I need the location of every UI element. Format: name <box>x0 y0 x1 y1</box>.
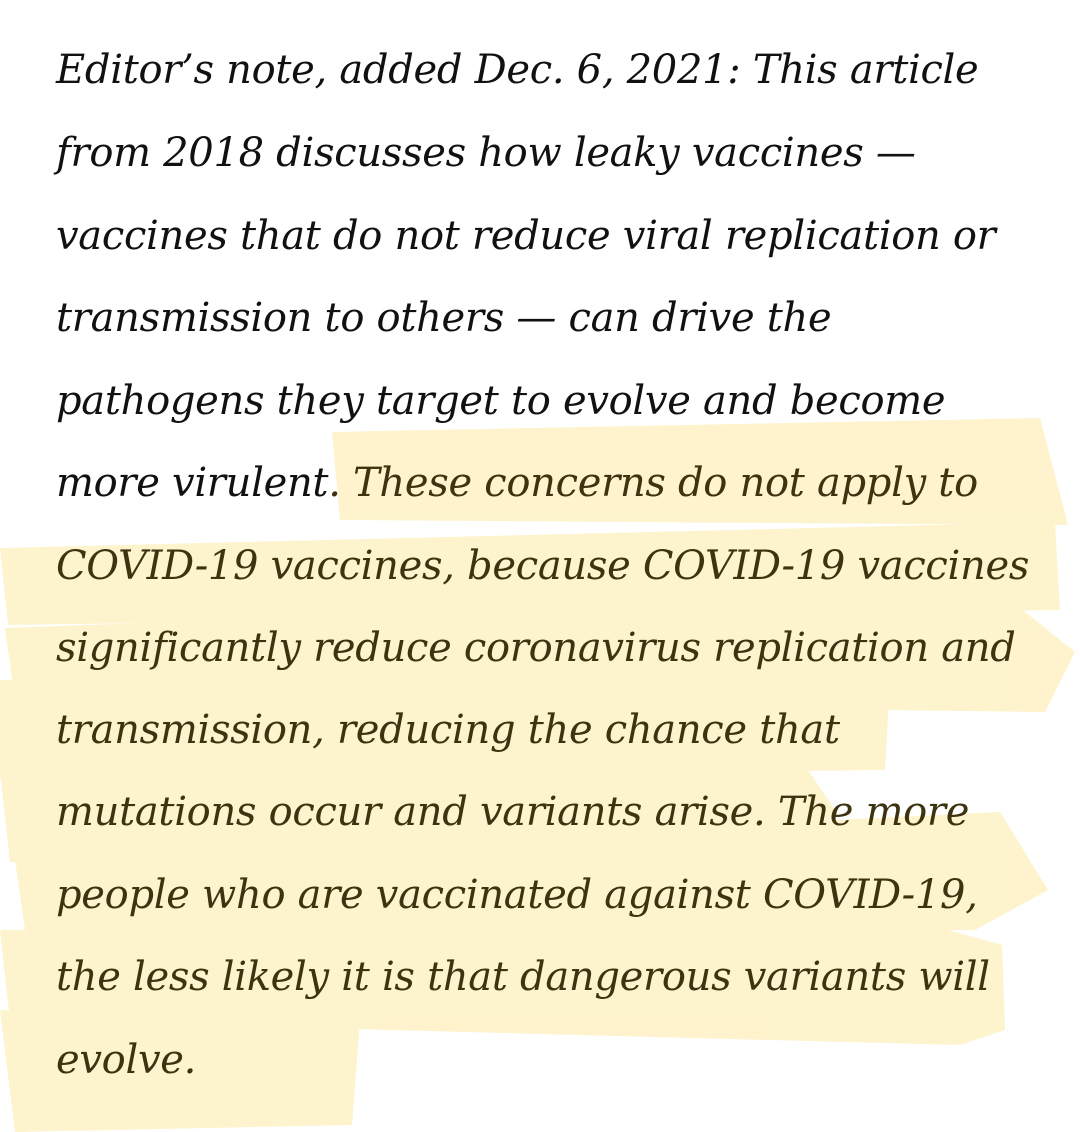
note-text: more virulent <box>56 460 329 506</box>
note-line: from 2018 discusses how leaky vaccines — <box>56 133 916 173</box>
highlighted-text: significantly reduce coronavirus replica… <box>56 625 1016 671</box>
note-line: transmission to others — can drive the <box>56 295 832 341</box>
note-text: Editor’s note, added Dec. 6, 2021: This … <box>56 47 979 93</box>
note-line: significantly reduce coronavirus replica… <box>56 628 1016 668</box>
highlighted-text: transmission, reducing the chance that <box>56 707 840 753</box>
highlighted-text: evolve. <box>56 1037 197 1083</box>
note-line: people who are vaccinated against COVID-… <box>56 875 978 915</box>
note-line: transmission, reducing the chance that <box>56 710 840 750</box>
highlighted-text: mutations occur and variants arise. The … <box>56 789 970 835</box>
note-line: mutations occur and variants arise. The … <box>56 792 969 832</box>
note-line: COVID-19 vaccines, because COVID-19 vacc… <box>56 546 1029 586</box>
highlighted-text: the less likely it is that dangerous var… <box>56 954 990 1000</box>
note-text: vaccines that do not reduce viral replic… <box>56 213 996 259</box>
note-line: more virulent. These concerns do not app… <box>56 463 978 503</box>
highlighted-text: . These concerns do not apply to <box>328 460 978 506</box>
note-text: transmission to others — can drive the <box>56 295 832 341</box>
note-line: pathogens they target to evolve and beco… <box>56 378 946 424</box>
note-line: the less likely it is that dangerous var… <box>56 957 990 997</box>
note-line: Editor’s note, added Dec. 6, 2021: This … <box>56 47 979 93</box>
note-line: evolve. <box>56 1040 196 1080</box>
highlighted-text: people who are vaccinated against COVID-… <box>56 872 978 918</box>
note-text: pathogens they target to evolve and beco… <box>56 378 946 424</box>
highlighted-text: COVID-19 vaccines, because COVID-19 vacc… <box>56 543 1030 589</box>
note-text: from 2018 discusses how leaky vaccines — <box>56 130 916 176</box>
note-line: vaccines that do not reduce viral replic… <box>56 216 996 256</box>
